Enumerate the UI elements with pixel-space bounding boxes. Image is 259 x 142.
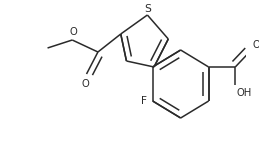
Text: O: O [69,27,77,37]
Text: OH: OH [236,88,251,98]
Text: F: F [141,96,147,106]
Text: O: O [82,79,89,89]
Text: O: O [252,40,259,50]
Text: S: S [144,4,151,14]
